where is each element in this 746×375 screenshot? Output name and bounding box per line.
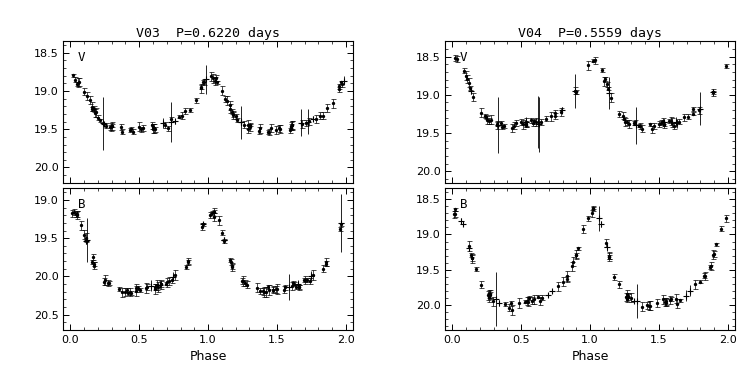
Text: B: B	[460, 198, 468, 211]
Text: V: V	[460, 51, 468, 64]
X-axis label: Phase: Phase	[571, 350, 609, 363]
Title: V04  P=0.5559 days: V04 P=0.5559 days	[518, 27, 662, 40]
Text: V: V	[78, 51, 85, 64]
Title: V03  P=0.6220 days: V03 P=0.6220 days	[136, 27, 280, 40]
X-axis label: Phase: Phase	[189, 350, 227, 363]
Text: B: B	[78, 198, 85, 211]
